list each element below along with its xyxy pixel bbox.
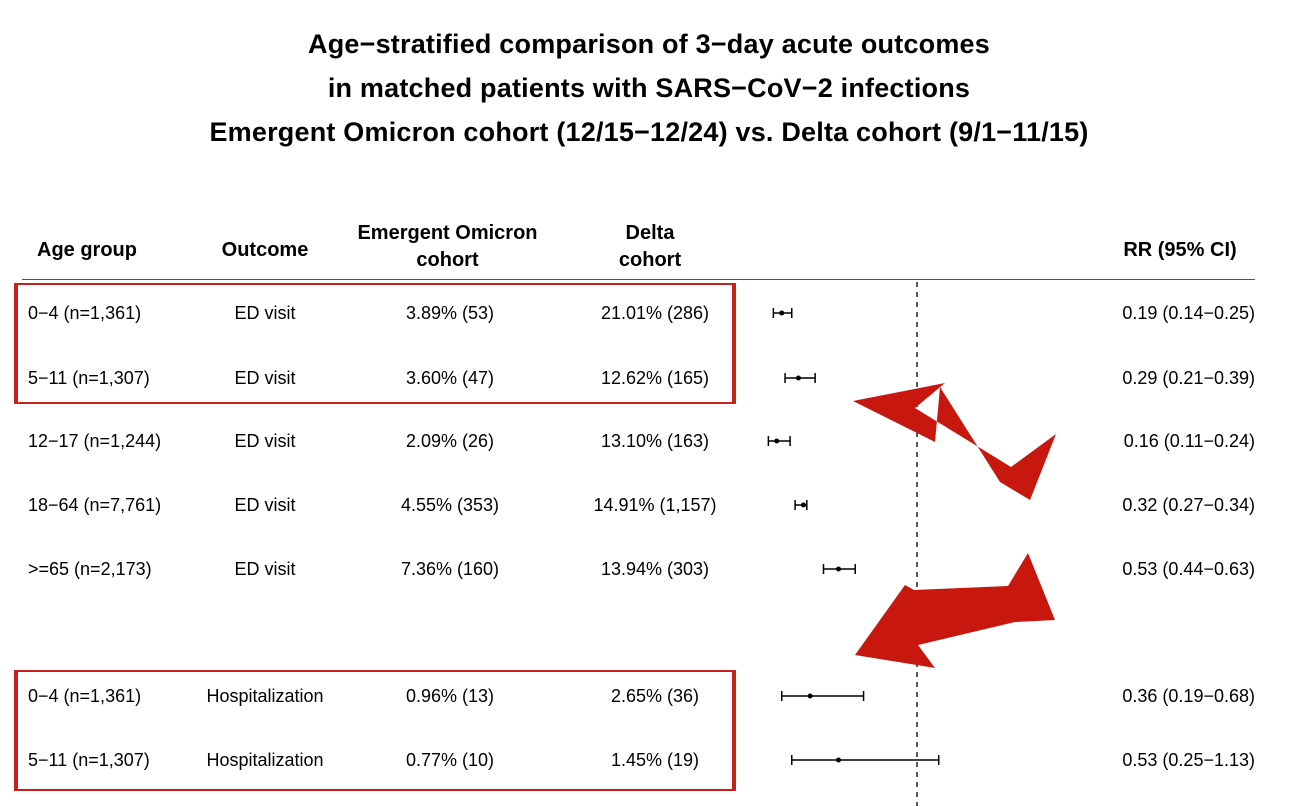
title-line-1: Age−stratified comparison of 3−day acute…: [308, 29, 990, 59]
cell-outcome: ED visit: [234, 303, 296, 323]
cell-age-group: 0−4 (n=1,361): [28, 686, 142, 706]
cell-rr: 0.53 (0.25−1.13): [1122, 750, 1255, 770]
highlight-box-hospitalization: [14, 670, 736, 791]
chart-title: Age−stratified comparison of 3−day acute…: [0, 22, 1298, 154]
rr-point: [774, 438, 780, 444]
rr-point: [779, 310, 785, 316]
cell-age-group: 5−11 (n=1,307): [28, 368, 150, 388]
title-line-3: Emergent Omicron cohort (12/15−12/24) vs…: [209, 117, 1089, 147]
highlight-box-ed-visit: [14, 283, 736, 404]
cell-rr: 0.53 (0.44−0.63): [1122, 559, 1255, 579]
cell-rr: 0.29 (0.21−0.39): [1122, 368, 1255, 388]
annotation-arrow-lower: [855, 553, 1055, 668]
cell-age-group: 18−64 (n=7,761): [28, 495, 162, 515]
cell-outcome: ED visit: [234, 495, 296, 515]
cell-age-group: 5−11 (n=1,307): [28, 750, 150, 770]
header-omicron-line1: Emergent Omicron: [357, 222, 538, 244]
title-line-2: in matched patients with SARS−CoV−2 infe…: [327, 73, 971, 103]
cell-rr: 0.19 (0.14−0.25): [1122, 303, 1255, 323]
header-delta-line1: Delta: [625, 222, 675, 244]
rr-point: [800, 502, 806, 508]
cell-outcome: Hospitalization: [206, 750, 324, 770]
cell-delta: 1.45% (19): [610, 750, 700, 770]
header-delta-line2: cohort: [618, 249, 682, 271]
rr-point: [807, 693, 813, 699]
cell-age-group: 12−17 (n=1,244): [28, 431, 162, 451]
cell-omicron: 3.60% (47): [405, 368, 495, 388]
cell-delta: 14.91% (1,157): [593, 495, 717, 515]
cell-rr: 0.16 (0.11−0.24): [1123, 431, 1255, 451]
cell-age-group: 0−4 (n=1,361): [28, 303, 142, 323]
cell-omicron: 7.36% (160): [400, 559, 500, 579]
cell-omicron: 3.89% (53): [405, 303, 495, 323]
cell-delta: 12.62% (165): [600, 368, 710, 388]
cell-outcome: ED visit: [234, 368, 296, 388]
cell-omicron: 0.77% (10): [405, 750, 495, 770]
header-omicron-line2: cohort: [416, 249, 479, 271]
rr-point: [795, 375, 801, 381]
cell-delta: 21.01% (286): [600, 303, 710, 323]
cell-rr: 0.32 (0.27−0.34): [1122, 495, 1255, 515]
cell-omicron: 0.96% (13): [405, 686, 495, 706]
cell-delta: 2.65% (36): [610, 686, 700, 706]
header-delta-cohort: Delta cohort: [590, 220, 710, 274]
annotation-arrow-upper: [853, 383, 1056, 500]
rr-point: [836, 566, 842, 572]
header-age-group: Age group: [37, 239, 137, 261]
rr-point: [836, 757, 842, 763]
cell-outcome: Hospitalization: [206, 686, 324, 706]
cell-omicron: 4.55% (353): [400, 495, 500, 515]
header-omicron-cohort: Emergent Omicron cohort: [340, 220, 555, 274]
cell-rr: 0.36 (0.19−0.68): [1122, 686, 1255, 706]
header-outcome: Outcome: [221, 239, 309, 261]
cell-delta: 13.10% (163): [600, 431, 710, 451]
header-rule: [22, 279, 1255, 280]
cell-outcome: ED visit: [234, 431, 296, 451]
cell-outcome: ED visit: [234, 559, 296, 579]
cell-age-group: >=65 (n=2,173): [28, 559, 152, 579]
header-rr: RR (95% CI): [1123, 239, 1237, 261]
cell-delta: 13.94% (303): [600, 559, 710, 579]
cell-omicron: 2.09% (26): [405, 431, 495, 451]
